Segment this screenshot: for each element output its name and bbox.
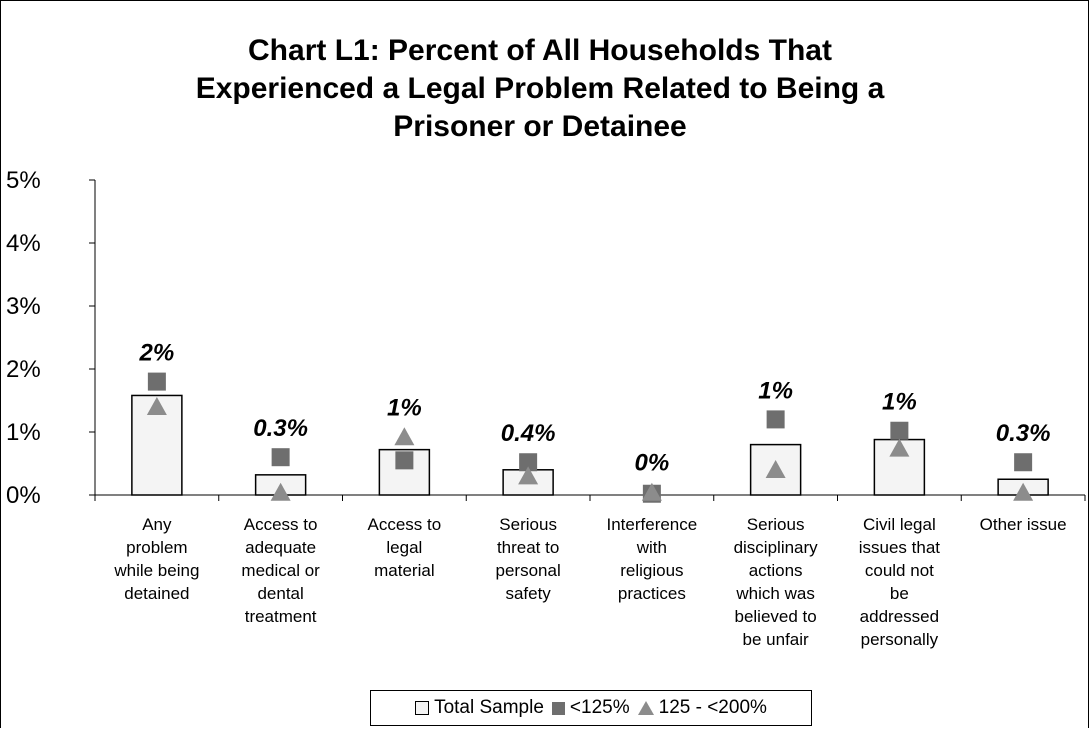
marker-triangle-125-200 xyxy=(394,427,415,446)
category-label: Other issue xyxy=(980,515,1067,534)
category-label: Serious disciplinary actions which was belie… xyxy=(734,515,819,649)
marker-triangle-125-200 xyxy=(518,466,539,485)
category-label: Any problem while being detained xyxy=(113,515,199,603)
legend-item-under-125: <125% xyxy=(551,697,630,719)
data-label: 0% xyxy=(635,450,670,477)
data-label: 1% xyxy=(387,394,422,421)
category-label: Access to legal material xyxy=(368,515,442,580)
marker-square-under-125 xyxy=(395,451,414,470)
chart-title-line-3: Prisoner or Detainee xyxy=(393,110,687,143)
legend-square-marker-icon xyxy=(551,701,565,715)
data-label: 0.3% xyxy=(253,415,308,442)
marker-square-under-125 xyxy=(147,372,166,391)
data-label: 1% xyxy=(758,377,793,404)
marker-square-under-125 xyxy=(766,410,785,429)
marker-triangle-125-200 xyxy=(641,482,662,501)
chart-title: Chart L1: Percent of All Households That… xyxy=(120,32,960,146)
category-label: Access to adequate medical or dental treatme… xyxy=(241,515,320,626)
legend-item-total-sample: Total Sample xyxy=(415,697,544,719)
marker-triangle-125-200 xyxy=(146,397,167,416)
legend-triangle-marker-icon xyxy=(637,701,654,715)
y-tick-label: 1% xyxy=(6,419,41,446)
marker-triangle-125-200 xyxy=(765,460,786,479)
marker-square-under-125 xyxy=(890,421,909,440)
marker-triangle-125-200 xyxy=(889,438,910,457)
y-tick-label: 4% xyxy=(6,230,41,257)
marker-square-under-125 xyxy=(271,448,290,467)
data-label: 0.4% xyxy=(501,420,556,447)
data-label: 1% xyxy=(882,389,917,416)
legend-label-total-sample: Total Sample xyxy=(434,697,544,718)
chart-title-line-2: Experienced a Legal Problem Related to B… xyxy=(195,72,885,105)
data-label: 2% xyxy=(139,340,175,367)
category-label: Civil legal issues that could not be address… xyxy=(859,515,941,649)
y-tick-label: 0% xyxy=(6,482,41,509)
legend-bar-swatch xyxy=(415,701,430,715)
y-tick-label: 5% xyxy=(6,167,41,194)
legend-label-under-125: <125% xyxy=(569,697,630,718)
category-label: Interference with religious practices xyxy=(607,515,698,603)
marker-square-under-125 xyxy=(1014,453,1033,472)
y-tick-label: 2% xyxy=(6,356,41,383)
legend: Total Sample <125% 125 - <200% xyxy=(370,690,812,726)
category-label: Serious threat to personal safety xyxy=(496,515,561,603)
data-label: 0.3% xyxy=(996,420,1051,447)
marker-triangle-125-200 xyxy=(1013,482,1034,501)
chart-title-line-1: Chart L1: Percent of All Households That xyxy=(248,34,832,67)
legend-item-125-200: 125 - <200% xyxy=(637,697,767,719)
marker-square-under-125 xyxy=(519,453,538,472)
legend-label-125-200: 125 - <200% xyxy=(658,697,767,718)
y-tick-label: 3% xyxy=(6,293,41,320)
marker-triangle-125-200 xyxy=(270,482,291,501)
